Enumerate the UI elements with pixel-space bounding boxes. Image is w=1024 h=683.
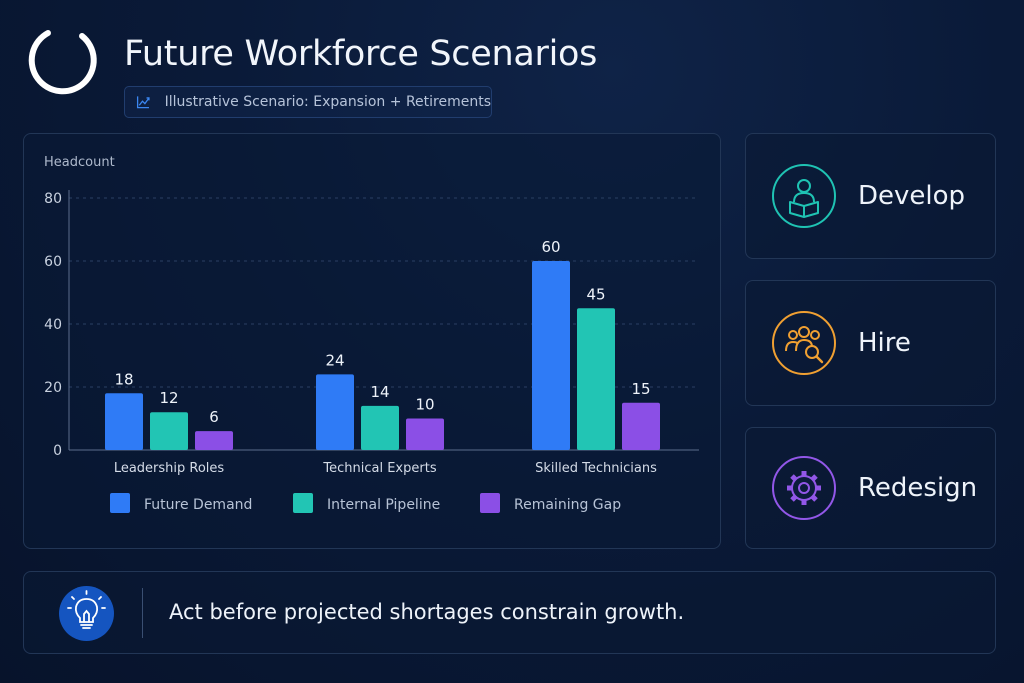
develop-icon-circle <box>772 164 836 228</box>
lightbulb-icon-circle <box>59 586 114 641</box>
y-tick-label: 20 <box>44 380 62 396</box>
legend-swatch <box>480 493 500 513</box>
x-category-label: Technical Experts <box>322 461 436 476</box>
bar-value-label: 6 <box>209 408 219 426</box>
legend-swatch <box>293 493 313 513</box>
develop-label: Develop <box>858 181 966 211</box>
hire-card[interactable]: Hire <box>745 280 996 406</box>
trend-chart-icon <box>136 96 150 109</box>
bar <box>532 261 570 450</box>
footer-divider <box>142 588 143 638</box>
bar <box>195 431 233 450</box>
bar <box>622 402 660 450</box>
bar-value-label: 12 <box>159 389 178 407</box>
chart-panel: Headcount 0 20 40 60 80 18 12 6 Leadership Roles 2… <box>23 133 721 549</box>
x-category-label: Leadership Roles <box>114 461 225 476</box>
redesign-label: Redesign <box>858 473 978 503</box>
bar-value-label: 10 <box>415 396 434 414</box>
redesign-card[interactable]: Redesign <box>745 427 996 549</box>
lightbulb-icon <box>67 590 106 629</box>
bar <box>150 412 188 450</box>
bar <box>105 393 143 450</box>
scenario-label: Illustrative Scenario: Expansion + Retir… <box>164 94 491 110</box>
footer-callout: Act before projected shortages constrain… <box>23 571 996 654</box>
team-search-icon <box>785 326 824 364</box>
bar-value-label: 60 <box>541 238 560 256</box>
hire-icon-circle <box>772 311 836 375</box>
x-category-label: Skilled Technicians <box>535 461 657 476</box>
bar-chart: Headcount 0 20 40 60 80 18 12 6 Leadership Roles 2… <box>44 155 699 513</box>
logo-ring-icon <box>28 30 97 95</box>
bar <box>316 374 354 450</box>
redesign-icon-circle <box>772 456 836 520</box>
legend-label: Remaining Gap <box>514 497 621 513</box>
bar-value-label: 45 <box>586 285 605 303</box>
bar <box>406 418 444 450</box>
page-title: Future Workforce Scenarios <box>124 34 598 74</box>
scenario-badge: Illustrative Scenario: Expansion + Retir… <box>124 86 492 118</box>
bar <box>361 405 399 450</box>
hire-label: Hire <box>858 328 911 358</box>
y-axis-title: Headcount <box>44 155 115 170</box>
develop-card[interactable]: Develop <box>745 133 996 259</box>
y-tick-label: 40 <box>44 317 62 333</box>
bar-value-label: 24 <box>325 351 344 369</box>
legend-label: Future Demand <box>144 497 252 513</box>
bar-value-label: 18 <box>114 370 133 388</box>
gear-icon <box>787 471 821 505</box>
legend-label: Internal Pipeline <box>327 497 440 513</box>
y-tick-label: 60 <box>44 254 62 270</box>
y-tick-label: 0 <box>53 443 62 459</box>
learner-book-icon <box>789 179 819 218</box>
bar <box>577 308 615 450</box>
legend-swatch <box>110 493 130 513</box>
y-tick-label: 80 <box>44 191 62 207</box>
bar-value-label: 15 <box>631 380 650 398</box>
footer-message: Act before projected shortages constrain… <box>169 600 685 624</box>
bar-value-label: 14 <box>370 383 389 401</box>
